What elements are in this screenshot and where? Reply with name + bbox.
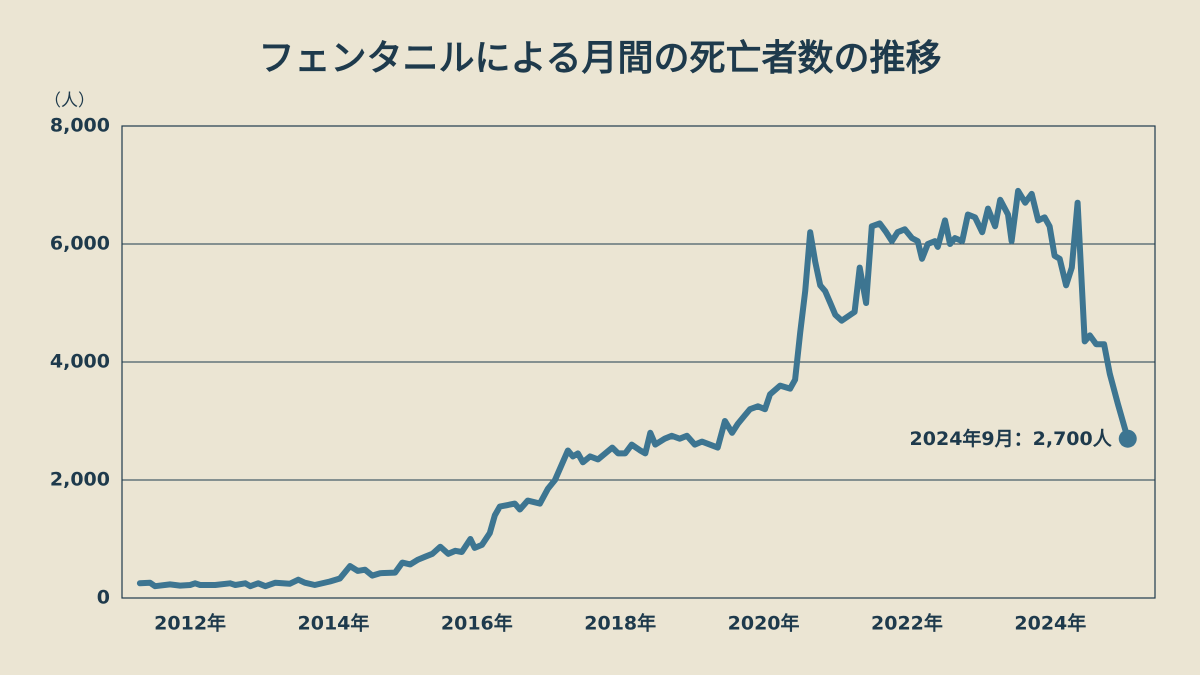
y-unit-label: （人）	[44, 91, 95, 111]
x-tick-label: 2022年	[871, 612, 943, 635]
chart-title: フェンタニルによる月間の死亡者数の推移	[259, 38, 942, 79]
x-tick-label: 2024年	[1014, 612, 1086, 635]
y-tick-label: 8,000	[50, 115, 110, 137]
x-tick-label: 2020年	[728, 612, 800, 635]
x-tick-label: 2016年	[441, 612, 513, 635]
y-tick-label: 0	[97, 587, 110, 609]
line-series	[136, 187, 1131, 590]
y-tick-label: 6,000	[50, 233, 110, 255]
x-tick-label: 2012年	[154, 612, 226, 635]
y-tick-label: 2,000	[50, 469, 110, 491]
end-point	[1118, 429, 1137, 448]
y-tick-label: 4,000	[50, 351, 110, 373]
x-tick-label: 2014年	[298, 612, 370, 635]
plot-frame	[121, 125, 1156, 599]
annotation: 2024年9月：2,700人	[910, 427, 1113, 450]
x-tick-label: 2018年	[584, 612, 656, 635]
